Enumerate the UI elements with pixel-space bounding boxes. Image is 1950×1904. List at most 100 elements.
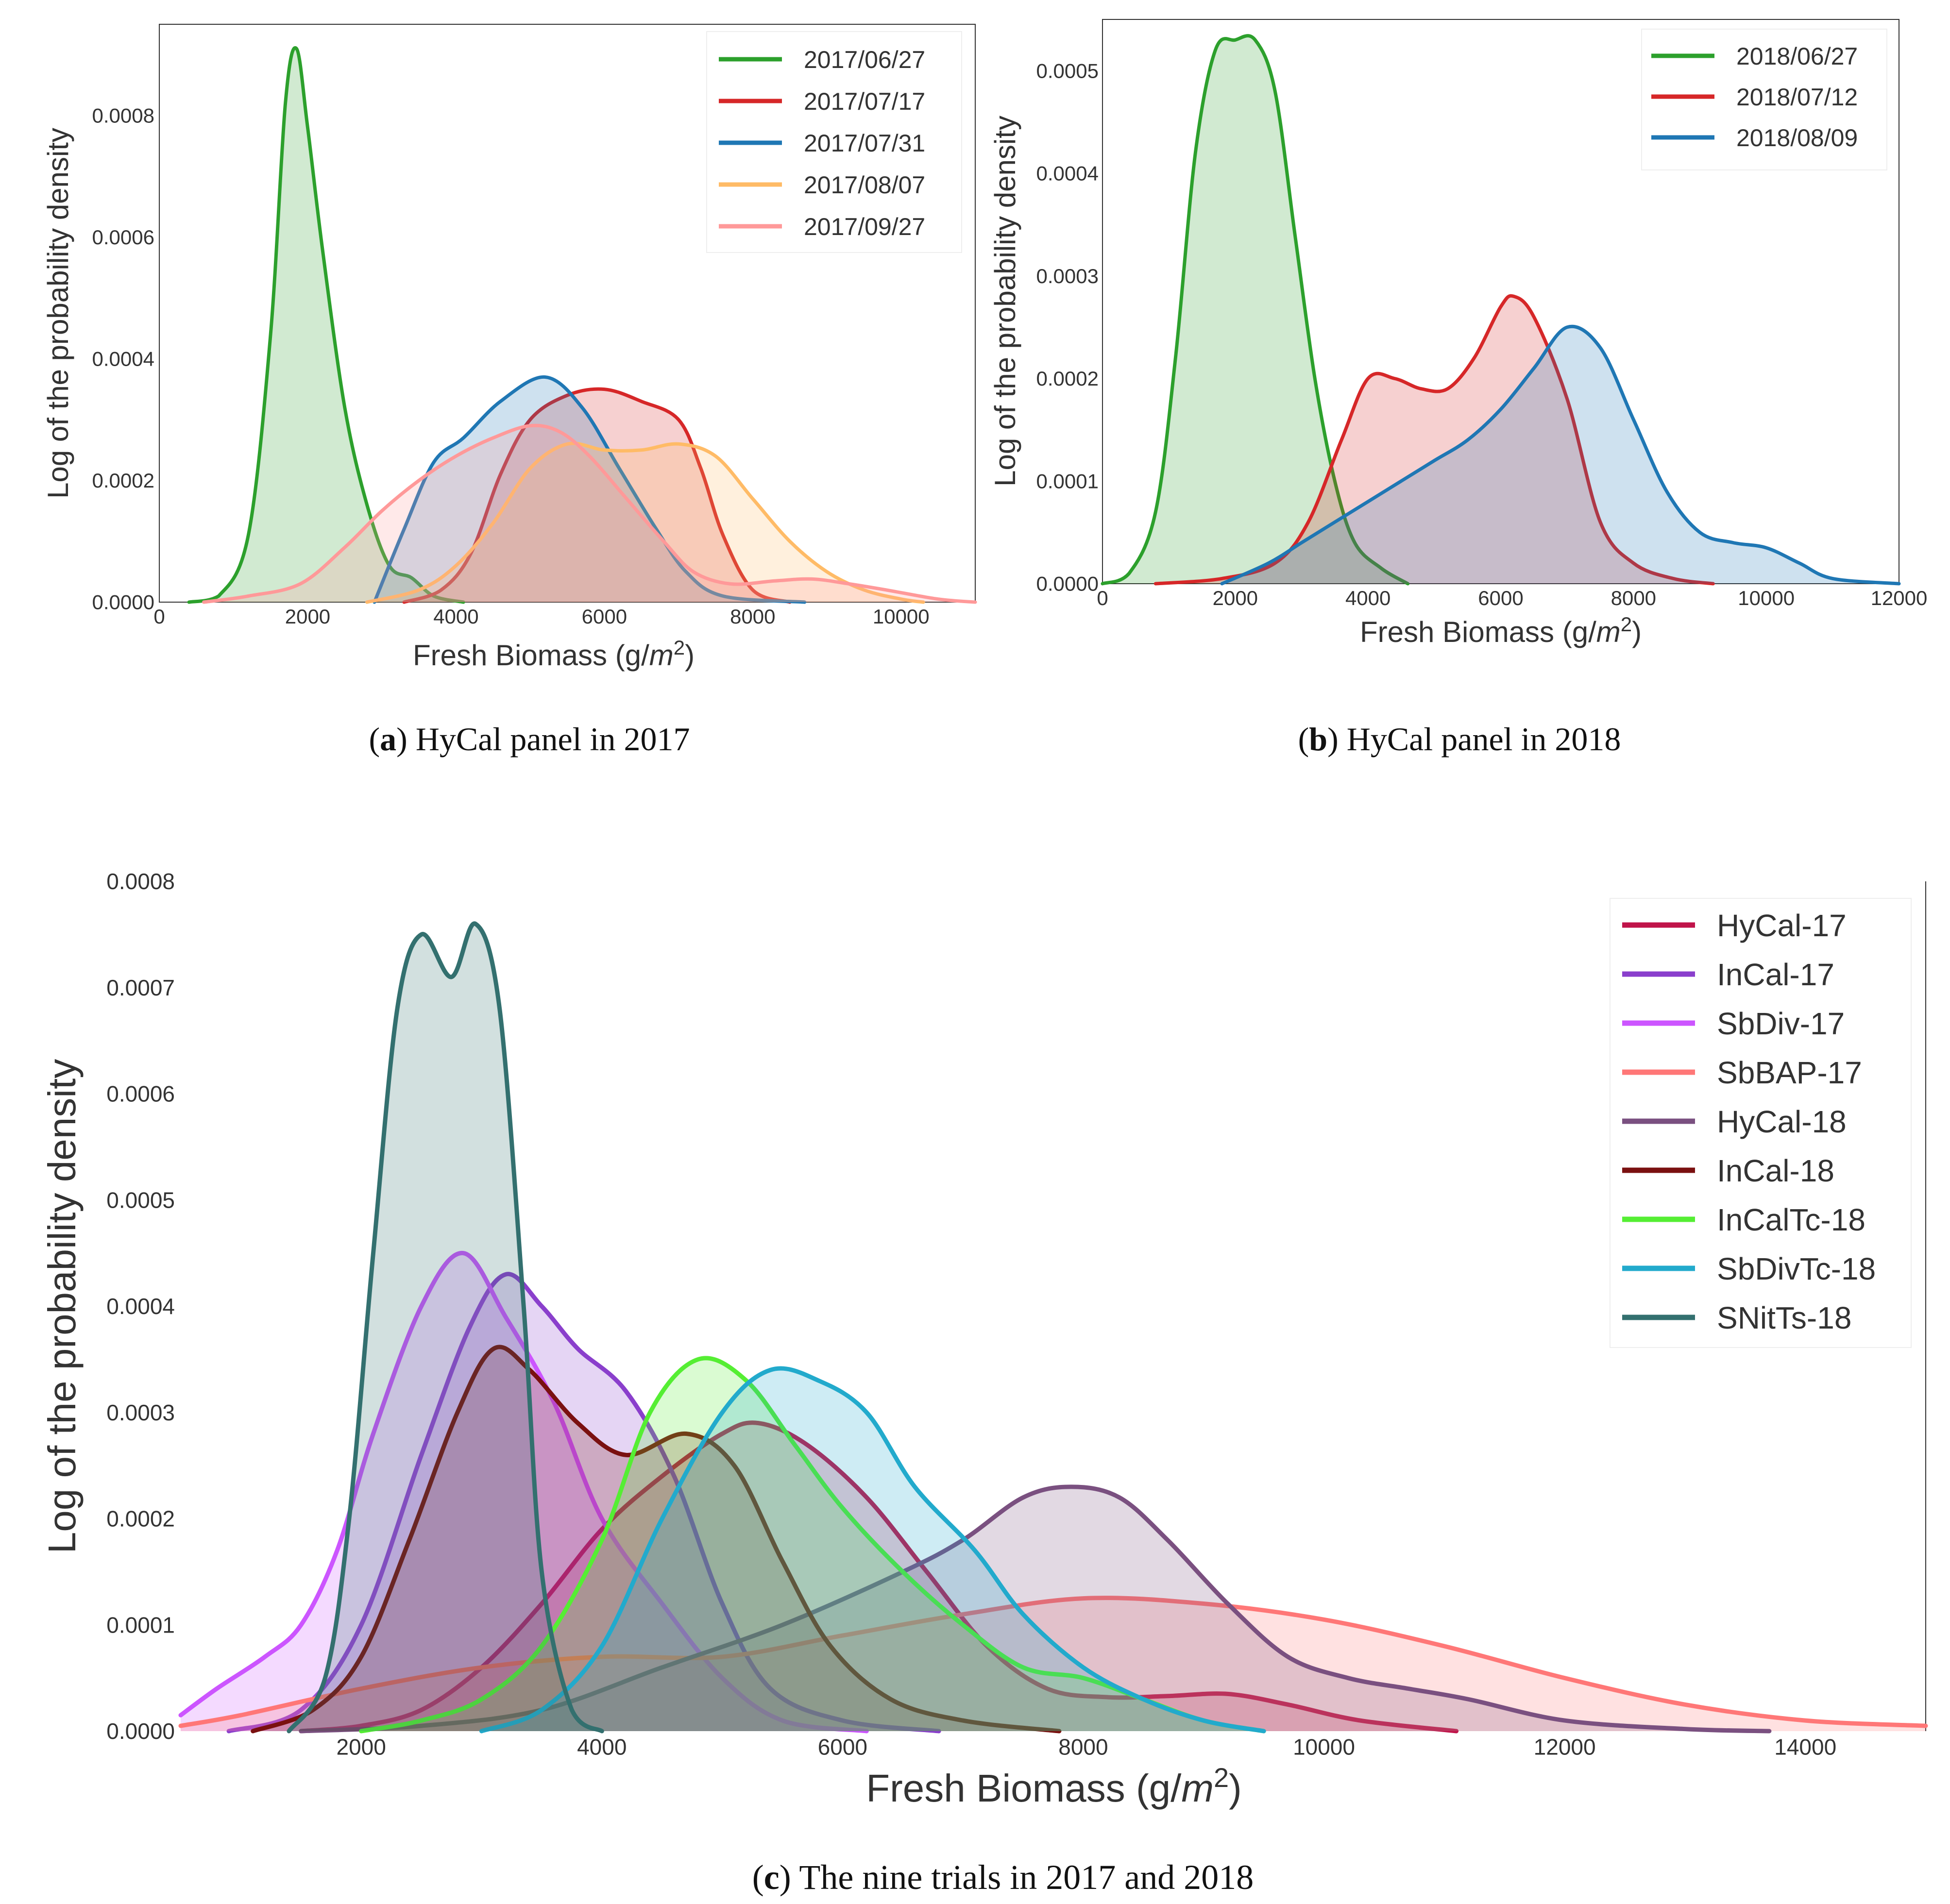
panel-c-line-incaltc-18 [359,1356,1266,1734]
panel-b-x-ticks: 0 2000 4000 6000 8000 10000 12000 [1097,587,1927,609]
panel-c-ytick-label: 0.0001 [106,1612,175,1637]
panel-a-ytick-label: 0.0002 [92,469,154,492]
panel-c-ytick-label: 0.0000 [106,1719,175,1744]
panel-c-line-sbdivtc-18 [479,1366,1266,1734]
panel-b-xtick-label: 4000 [1345,587,1390,609]
panel-b-legend-label: 2018/07/12 [1736,84,1858,111]
panel-c-legend-label: HyCal-18 [1717,1104,1847,1139]
panel-b-xtick-label: 0 [1097,587,1108,609]
panel-c-ytick-label: 0.0002 [106,1506,175,1532]
panel-c-line-incal-18 [251,1345,1062,1734]
panel-a-xtick-label: 10000 [873,605,930,628]
panel-b-ytick-label: 0.0000 [1036,573,1099,595]
panel-a-y-ticks: 0.0000 0.0002 0.0004 0.0006 0.0008 [92,104,154,614]
panel-c-legend-label: InCalTc-18 [1717,1202,1865,1237]
panel-b-legend-label: 2018/06/27 [1736,43,1858,70]
panel-a-legend-label: 2017/08/07 [804,171,925,199]
panel-b-xtick-label: 6000 [1478,587,1523,609]
panel-c-line-hycal-17 [299,1420,1459,1734]
panel-c: 0.0000 0.0001 0.0002 0.0003 0.0004 0.0005 0.00… [40,869,1928,1897]
panel-a-x-axis-label: Fresh Biomass (g/m2) [413,636,695,672]
panel-c-legend-label: HyCal-17 [1717,908,1847,943]
panel-a-ytick-label: 0.0004 [92,348,154,371]
panel-c-ytick-label: 0.0005 [106,1187,175,1213]
panel-b-line-2018-07-12 [1153,294,1715,586]
panel-a-caption: (a) HyCal panel in 2017 [369,721,690,758]
panel-c-xtick-label: 6000 [818,1734,867,1759]
panel-a-line-2017-08-07 [365,441,925,604]
panel-c-ytick-label: 0.0003 [106,1400,175,1425]
panel-a-xtick-label: 6000 [582,605,627,628]
panel-a-area-2017-06-27 [189,48,464,602]
panel-c-xtick-label: 12000 [1534,1734,1596,1759]
panel-c-ytick-label: 0.0004 [106,1294,175,1319]
panel-a-legend: 2017/06/27 2017/07/17 2017/07/31 2017/08/07… [706,31,962,253]
panel-b-y-axis-label: Log of the probability density [989,116,1021,487]
panel-b-legend-box [1641,29,1887,170]
panel-c-area-incaltc-18 [361,1358,1264,1731]
panel-c-ytick-label: 0.0007 [106,975,175,1000]
panel-c-legend-label: InCal-17 [1717,957,1834,992]
panel-b: 0.0000 0.0001 0.0002 0.0003 0.0004 0.0005 0 20… [989,19,1927,758]
panel-b-ytick-label: 0.0004 [1036,162,1099,185]
panel-c-area-incal-17 [229,1274,939,1731]
panel-a-line-2017-06-27 [187,46,465,604]
panel-c-area-hycal-18 [301,1486,1769,1731]
panel-c-line-hycal-18 [299,1484,1772,1734]
panel-c-xtick-label: 8000 [1058,1734,1108,1759]
panel-b-xtick-label: 10000 [1738,587,1795,609]
panel-a-legend-label: 2017/07/17 [804,88,925,115]
panel-c-line-incal-17 [226,1272,941,1734]
panel-a-ytick-label: 0.0000 [92,591,154,614]
panel-c-line-sbbap-17 [178,1596,1928,1728]
panel-b-caption: (b) HyCal panel in 2018 [1298,721,1621,758]
panel-a-xtick-label: 8000 [730,605,775,628]
panel-a-xtick-label: 4000 [433,605,478,628]
panel-c-area-snitts-18 [289,923,602,1731]
panel-a: 0.0000 0.0002 0.0004 0.0006 0.0008 0 2000 4000… [42,24,977,758]
panel-c-legend-items: HyCal-17 InCal-17 SbDiv-17 SbBAP-17 HyCal-18… [1622,908,1876,1335]
panel-b-area-2018-07-12 [1155,296,1713,584]
panel-a-ytick-label: 0.0006 [92,226,154,249]
panel-c-xtick-label: 2000 [337,1734,386,1759]
panel-c-y-axis-label: Log of the probability density [40,1059,84,1553]
panel-b-xtick-label: 12000 [1871,587,1928,609]
panel-a-x-ticks: 0 2000 4000 6000 8000 10000 [153,605,929,628]
panel-b-line-2018-06-27 [1101,34,1410,586]
panel-c-y-ticks: 0.0000 0.0001 0.0002 0.0003 0.0004 0.0005 0.00… [106,869,175,1744]
panel-b-xtick-label: 8000 [1611,587,1656,609]
panel-a-xtick-label: 2000 [285,605,330,628]
panel-c-area-sbbap-17 [181,1598,1926,1731]
panel-b-x-axis-label: Fresh Biomass (g/m2) [1360,613,1642,648]
panel-c-ytick-label: 0.0006 [106,1081,175,1107]
panel-c-x-ticks: 2000 4000 6000 8000 10000 12000 14000 [337,1734,1837,1759]
panel-c-area-hycal-17 [301,1422,1457,1731]
panel-b-y-ticks: 0.0000 0.0001 0.0002 0.0003 0.0004 0.0005 [1036,59,1099,595]
panel-c-area-sbdivtc-18 [481,1368,1264,1731]
panel-a-area-2017-07-31 [374,377,805,602]
panel-a-line-2017-09-27 [202,423,977,604]
panel-b-ytick-label: 0.0005 [1036,59,1099,82]
panel-a-y-axis-label: Log of the probability density [42,128,74,499]
panel-c-legend: HyCal-17 InCal-17 SbDiv-17 SbBAP-17 HyCal-18… [1610,898,1912,1348]
panel-b-ytick-label: 0.0002 [1036,367,1099,390]
panel-b-legend-label: 2018/08/09 [1736,124,1858,152]
panel-a-area-2017-09-27 [203,425,976,602]
panel-c-series-layer [178,921,1928,1734]
panel-c-area-sbdiv-17 [181,1253,867,1731]
panel-c-legend-label: SbDiv-17 [1717,1006,1845,1041]
panel-c-legend-label: SbBAP-17 [1717,1055,1862,1090]
panel-c-x-axis-label: Fresh Biomass (g/m2) [866,1762,1242,1810]
panel-c-xtick-label: 14000 [1774,1734,1836,1759]
panel-b-legend: 2018/06/27 2018/07/12 2018/08/09 [1641,29,1887,170]
panel-c-xtick-label: 10000 [1293,1734,1355,1759]
panel-a-legend-label: 2017/06/27 [804,46,925,73]
panel-c-ytick-label: 0.0008 [106,869,175,894]
panel-b-area-2018-08-09 [1222,326,1899,584]
panel-b-legend-items: 2018/06/27 2018/07/12 2018/08/09 [1651,43,1858,152]
panel-b-xtick-label: 2000 [1213,587,1258,609]
panel-b-ytick-label: 0.0003 [1036,265,1099,287]
panel-c-legend-label: SNitTs-18 [1717,1300,1851,1335]
panel-c-legend-label: InCal-18 [1717,1153,1834,1188]
panel-b-area-2018-06-27 [1102,35,1408,584]
